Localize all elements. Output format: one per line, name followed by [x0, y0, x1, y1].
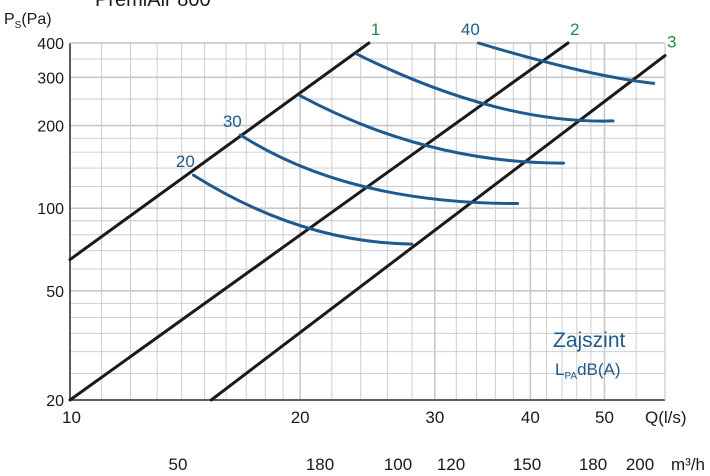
noise-labels: 20 30 40: [176, 20, 480, 171]
y-axis-title: PS(Pa): [4, 11, 52, 31]
legend-unit-main: L: [555, 360, 564, 379]
secondary-x-tick-label: 200: [626, 455, 654, 474]
noise-curve-label: 20: [176, 152, 195, 171]
y-tick-label: 300: [37, 70, 64, 87]
x-tick-label: 30: [425, 408, 444, 427]
secondary-x-tick-label: 50: [169, 455, 188, 474]
system-line-label: 2: [570, 20, 579, 39]
system-line-3: [209, 54, 667, 402]
x-tick-label: 40: [521, 408, 540, 427]
noise-curve-label: 40: [461, 20, 480, 39]
system-line-label: 3: [667, 33, 676, 52]
y-axis-title-main: P: [4, 11, 15, 28]
system-line-label: 1: [371, 20, 380, 39]
legend-unit-sub: PA: [564, 371, 577, 382]
noise-curves: [191, 41, 656, 246]
secondary-x-tick-label: 120: [437, 455, 465, 474]
x-tick-labels: 10 20 30 40 50: [62, 408, 614, 427]
legend-unit-rest: dB(A): [577, 360, 620, 379]
y-tick-label: 50: [46, 284, 64, 301]
secondary-x-tick-labels: 50 180 100 120 150 180 200: [169, 455, 655, 474]
y-tick-label: 20: [46, 393, 64, 410]
noise-curve: [476, 41, 656, 85]
legend-unit: LPAdB(A): [555, 360, 621, 382]
secondary-x-tick-label: 180: [579, 455, 607, 474]
secondary-x-tick-label: 150: [513, 455, 541, 474]
x-axis-title: Q(l/s): [645, 408, 687, 427]
noise-curve: [298, 94, 566, 165]
secondary-x-tick-label: 100: [384, 455, 412, 474]
y-tick-labels: 20 50 100 200 300 400: [37, 36, 64, 410]
system-line-1: [68, 41, 371, 262]
y-axis-title-unit: (Pa): [21, 11, 51, 28]
system-labels: 1 2 3: [371, 20, 677, 52]
system-lines: [68, 41, 667, 402]
y-tick-label: 200: [37, 119, 64, 136]
x-tick-label: 50: [595, 408, 614, 427]
grid-layer: [70, 42, 666, 401]
legend-title: Zajszint: [553, 329, 626, 352]
secondary-x-axis-title: m³/h: [671, 455, 705, 474]
y-tick-label: 400: [37, 36, 64, 53]
system-line-2: [68, 41, 570, 402]
x-tick-label: 20: [291, 408, 310, 427]
secondary-x-tick-label: 180: [306, 455, 334, 474]
x-tick-label: 10: [62, 408, 81, 427]
y-axis-title-sub: S: [15, 20, 22, 31]
noise-curve-label: 30: [223, 112, 242, 131]
noise-curve: [191, 173, 414, 246]
noise-curve: [238, 133, 520, 206]
y-tick-label: 100: [37, 201, 64, 218]
page-title: PremiAir 800: [95, 0, 211, 11]
noise-curve: [355, 52, 615, 123]
